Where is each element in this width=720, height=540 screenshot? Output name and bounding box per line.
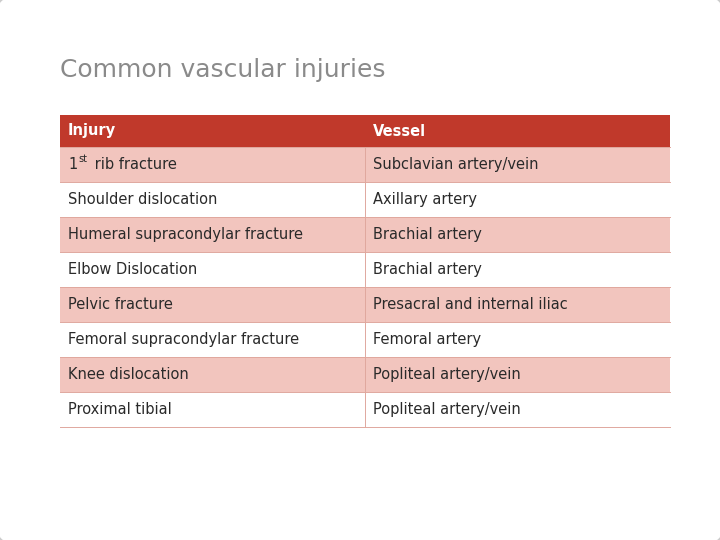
Text: Subclavian artery/vein: Subclavian artery/vein (373, 157, 539, 172)
Text: Humeral supracondylar fracture: Humeral supracondylar fracture (68, 227, 303, 242)
Text: Common vascular injuries: Common vascular injuries (60, 58, 385, 82)
Text: Brachial artery: Brachial artery (373, 227, 482, 242)
Text: Femoral supracondylar fracture: Femoral supracondylar fracture (68, 332, 299, 347)
Text: Elbow Dislocation: Elbow Dislocation (68, 262, 197, 277)
Bar (60, 115, 670, 147)
Bar (60, 357, 670, 392)
Text: Popliteal artery/vein: Popliteal artery/vein (373, 402, 521, 417)
Text: 1: 1 (68, 157, 77, 172)
Text: Pelvic fracture: Pelvic fracture (68, 297, 173, 312)
Text: Popliteal artery/vein: Popliteal artery/vein (373, 367, 521, 382)
Text: Injury: Injury (68, 124, 116, 138)
Text: Femoral artery: Femoral artery (373, 332, 481, 347)
Text: Knee dislocation: Knee dislocation (68, 367, 189, 382)
Bar (60, 217, 670, 252)
Bar (60, 252, 670, 287)
Text: Brachial artery: Brachial artery (373, 262, 482, 277)
Text: Shoulder dislocation: Shoulder dislocation (68, 192, 217, 207)
Text: Vessel: Vessel (373, 124, 426, 138)
Text: st: st (78, 154, 87, 165)
Bar (60, 392, 670, 427)
Text: Axillary artery: Axillary artery (373, 192, 477, 207)
Text: Presacral and internal iliac: Presacral and internal iliac (373, 297, 568, 312)
Bar (60, 182, 670, 217)
Bar (60, 287, 670, 322)
Bar (60, 322, 670, 357)
Text: Proximal tibial: Proximal tibial (68, 402, 172, 417)
Bar (60, 147, 670, 182)
Text: rib fracture: rib fracture (90, 157, 177, 172)
